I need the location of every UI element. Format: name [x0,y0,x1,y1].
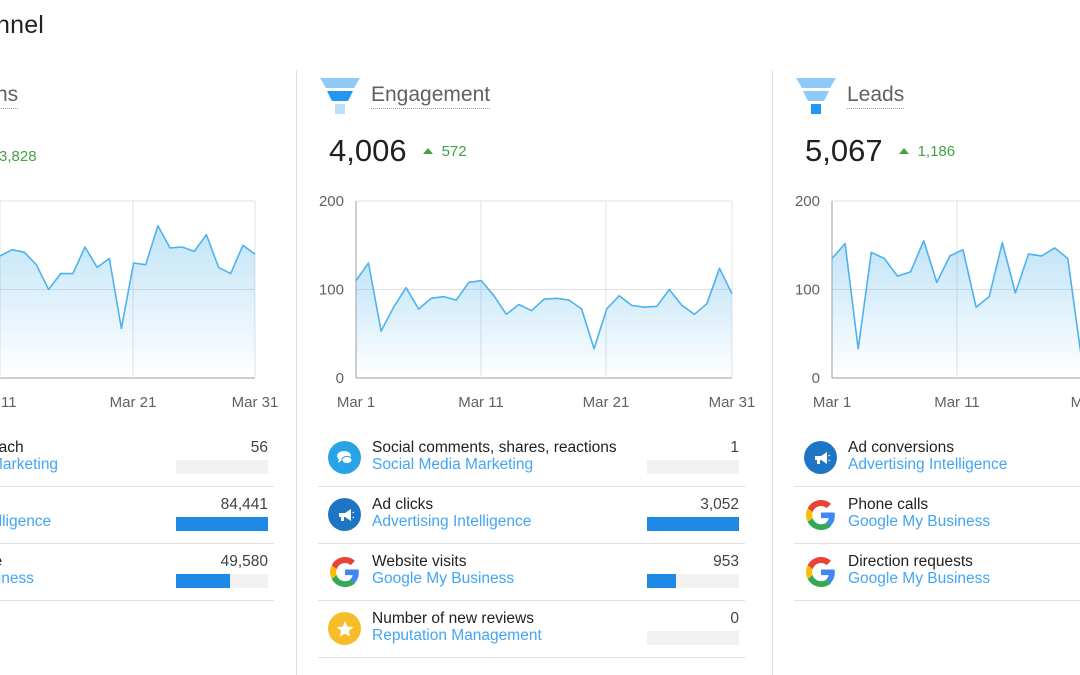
source-share-bar-fill [647,574,676,588]
column-divider [772,70,773,675]
delta-value: 1,186 [917,142,956,160]
y-tick-label: 200 [795,193,820,210]
source-row[interactable]: Website visits Google My Business 953 [318,544,745,601]
y-tick-label: 200 [319,193,344,210]
funnel-card-engagement: Engagement 4,006 572 200 100 0 Mar 1 Mar 11 M… [318,0,778,675]
source-name: Ad conversions [848,439,954,456]
page-title: nnel [0,11,45,39]
funnel-middle-icon [320,78,360,114]
delta-badge: 1,186 [898,142,956,160]
source-product-link[interactable]: Advertising Intelligence [848,456,1008,473]
y-tick-label: 100 [319,282,344,299]
x-tick-label: Mar 31 [709,394,756,411]
source-name: Website visits [372,553,467,570]
x-tick-label: Mar 31 [232,394,279,411]
source-row[interactable]: Social comments, shares, reactions Social… [318,430,745,487]
source-value: 3,052 [700,496,739,513]
delta-value: 3,828 [0,148,37,165]
y-tick-label: 0 [336,370,344,387]
source-product-link[interactable]: Social Media Marketing [372,456,534,473]
funnel-card-impressions: ns 3,828 ar 11 Mar 21 Mar 31 eachMarketing… [0,0,460,675]
star-icon [328,612,361,645]
source-name: each [0,439,24,456]
metric-value: 5,067 [805,133,883,168]
source-share-bar [647,517,739,531]
source-share-bar [647,631,739,645]
source-name: Number of new reviews [372,610,534,627]
megaphone-icon [804,441,837,474]
card-title[interactable]: Engagement [371,83,491,109]
source-name: le [0,553,2,571]
source-name: Direction requests [848,553,973,570]
source-share-bar-fill [176,574,231,588]
source-share-bar [176,460,268,474]
source-product-link[interactable]: Advertising Intelligence [372,513,532,530]
series-area [0,225,255,378]
megaphone-icon [328,498,361,531]
trend-chart: 200 100 0 Mar 1 Mar 11 Ma [795,193,1080,411]
source-share-bar-fill [176,517,268,531]
source-row[interactable]: selligence84,441 [0,487,274,544]
trend-up-icon [898,148,909,154]
source-name: Ad clicks [372,496,434,513]
column-divider [296,70,297,675]
source-share-bar [176,574,268,588]
x-tick-label: Mar 21 [583,394,630,411]
google-logo-icon [804,555,837,588]
x-tick-label: Mar 11 [458,394,504,411]
source-value: 56 [250,439,268,456]
x-tick-label: Mar 1 [337,394,375,411]
source-value: 1 [730,439,739,456]
source-product-link[interactable]: Google My Business [848,513,991,530]
x-tick-label: Mar 21 [110,394,157,411]
source-share-bar [647,460,739,474]
series-line[interactable] [0,225,256,330]
series-area [832,240,1080,378]
funnel-card-leads: Leads 5,067 1,186 200 100 0 Mar 1 Mar 11 Ma A… [794,0,1080,675]
funnel-bottom-icon [796,78,836,114]
source-row[interactable]: Phone calls Google My Business [794,487,1080,544]
source-share-bar [176,517,268,531]
source-name: Phone calls [848,496,929,513]
x-tick-label: Mar 11 [934,394,980,411]
source-row[interactable]: Number of new reviews Reputation Manageme… [318,601,745,658]
series-line[interactable] [831,240,1080,354]
delta-badge: 572 [422,142,467,160]
x-tick-label: ar 11 [0,394,17,411]
card-title[interactable]: ns [0,83,19,109]
trend-chart: ar 11 Mar 21 Mar 31 [0,200,279,411]
x-tick-label: Mar 1 [813,394,851,411]
source-product-link[interactable]: Google My Business [848,570,991,587]
series-area [356,263,732,378]
chat-bubble-icon [328,441,361,474]
source-row[interactable]: eachMarketing 56 [0,430,274,487]
source-row[interactable]: Ad clicks Advertising Intelligence 3,052 [318,487,745,544]
source-product-link[interactable]: Google My Business [372,570,515,587]
source-row[interactable]: lesiness 49,580 [0,544,274,601]
trend-chart: 200 100 0 Mar 1 Mar 11 Mar 21 Mar 31 [319,193,755,411]
metric-value: 4,006 [329,133,407,168]
source-product-link[interactable]: Reputation Management [372,627,542,644]
card-title[interactable]: Leads [847,83,905,109]
source-share-bar-fill [647,517,739,531]
source-name: Social comments, shares, reactions [372,439,617,456]
source-row[interactable]: Ad conversions Advertising Intelligence [794,430,1080,487]
source-value: 49,580 [220,553,268,570]
x-tick-label: Ma [1071,394,1080,411]
y-tick-label: 0 [812,370,820,387]
google-logo-icon [328,555,361,588]
trend-up-icon [422,148,433,154]
source-value: 0 [730,610,739,627]
source-share-bar [647,574,739,588]
source-product-link[interactable]: Marketing [0,456,59,473]
series-line[interactable] [355,262,733,350]
source-product-link[interactable]: elligence [0,513,52,530]
source-value: 953 [713,553,739,570]
source-row[interactable]: Direction requests Google My Business [794,544,1080,601]
source-product-link[interactable]: siness [0,570,34,587]
delta-value: 572 [441,142,467,160]
y-tick-label: 100 [795,282,820,299]
source-value: 84,441 [220,496,268,513]
google-logo-icon [804,498,837,531]
